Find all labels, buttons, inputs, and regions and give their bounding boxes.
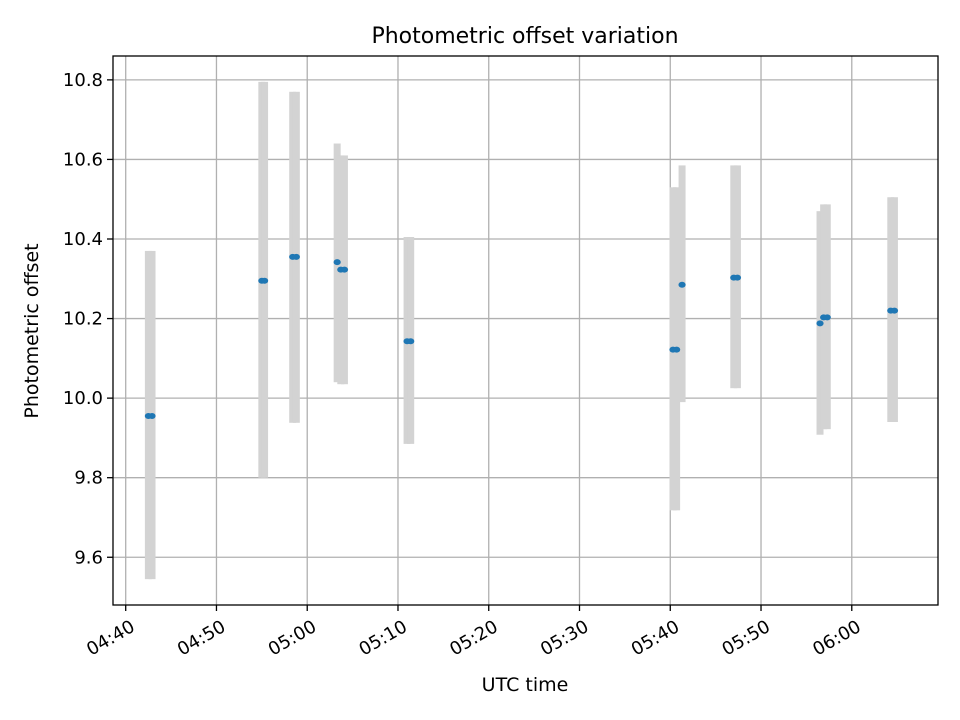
data-point bbox=[678, 281, 686, 288]
x-tick-label: 06:00 bbox=[809, 616, 864, 660]
x-tick-label: 05:30 bbox=[537, 616, 592, 660]
y-tick-label: 9.8 bbox=[74, 468, 103, 489]
plot-frame bbox=[112, 55, 939, 606]
data-point bbox=[733, 274, 742, 281]
y-tick-label: 10.0 bbox=[63, 388, 103, 409]
data-point bbox=[816, 320, 824, 327]
data-point bbox=[823, 314, 831, 321]
data-point bbox=[890, 307, 899, 314]
x-tick-label: 05:50 bbox=[718, 616, 773, 660]
data-point bbox=[407, 338, 415, 345]
x-tick-label: 04:40 bbox=[83, 616, 138, 660]
data-point bbox=[333, 259, 341, 266]
data-point bbox=[260, 277, 269, 284]
y-tick-label: 9.6 bbox=[74, 547, 103, 568]
y-axis-label: Photometric offset bbox=[21, 243, 43, 418]
y-tick-label: 10.4 bbox=[63, 229, 103, 250]
y-tick-label: 10.2 bbox=[63, 309, 103, 330]
x-tick-label: 05:10 bbox=[355, 616, 410, 660]
y-axis-ticks: 9.6 9.8 10.0 10.2 10.4 10.6 10.8 bbox=[63, 70, 113, 568]
grid-lines bbox=[113, 56, 938, 605]
data-point bbox=[673, 346, 681, 353]
y-tick-label: 10.6 bbox=[63, 149, 103, 170]
error-bars bbox=[144, 81, 898, 580]
x-tick-label: 05:40 bbox=[628, 616, 683, 660]
x-axis-label: UTC time bbox=[482, 674, 569, 696]
data-point bbox=[340, 266, 349, 273]
y-tick-label: 10.8 bbox=[63, 70, 103, 91]
x-axis-ticks: 04:40 04:50 05:00 05:10 05:20 05:30 05:40 05:50… bbox=[83, 605, 865, 660]
chart-title: Photometric offset variation bbox=[371, 24, 678, 49]
data-points bbox=[144, 253, 899, 420]
data-point bbox=[292, 253, 300, 260]
data-point bbox=[148, 413, 156, 420]
x-tick-label: 05:20 bbox=[446, 616, 501, 660]
x-tick-label: 04:50 bbox=[174, 616, 229, 660]
x-tick-label: 05:00 bbox=[265, 616, 320, 660]
